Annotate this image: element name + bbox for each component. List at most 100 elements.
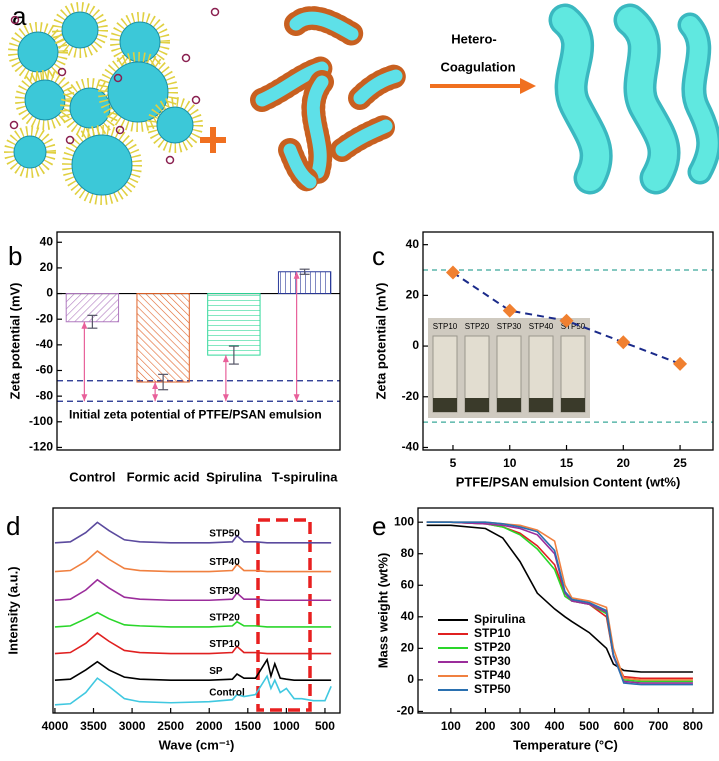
highlight-box <box>256 518 312 712</box>
legend-label: STP30 <box>474 654 511 668</box>
fiber <box>681 16 718 181</box>
marker <box>559 313 574 328</box>
arrow-head <box>520 78 536 94</box>
y-tick-label: -20 <box>402 389 420 403</box>
bar <box>207 293 261 356</box>
bar <box>277 271 332 295</box>
x-tick-label: 700 <box>648 719 668 733</box>
marker <box>616 335 631 350</box>
series-line <box>54 550 332 573</box>
particle <box>61 11 99 49</box>
inset-label: STP20 <box>465 322 490 331</box>
vial-sediment <box>465 398 489 412</box>
x-tick-label: 100 <box>441 719 461 733</box>
series-label: Control <box>209 687 245 698</box>
plot-frame <box>417 507 714 714</box>
panel-label: d <box>6 511 20 541</box>
legend-label: STP40 <box>474 668 511 682</box>
particle <box>69 87 111 129</box>
y-tick-label: 40 <box>401 609 415 623</box>
y-tick-label: 0 <box>46 286 53 300</box>
x-tick-label: 25 <box>673 456 687 470</box>
y-tick-label: -80 <box>36 388 54 402</box>
y-tick-label: 60 <box>401 577 415 591</box>
series-line <box>426 521 693 681</box>
arrow-head <box>293 271 300 279</box>
x-tick-label: 10 <box>503 456 517 470</box>
error-bar <box>228 345 239 365</box>
molecule <box>57 67 67 77</box>
worm <box>283 143 317 189</box>
y-tick-label: 100 <box>394 514 414 528</box>
arrow-head <box>222 355 229 363</box>
inset-label: STP10 <box>433 322 458 331</box>
x-tick-label: 500 <box>315 719 335 733</box>
molecule <box>210 7 220 17</box>
arrow-head <box>152 394 159 402</box>
particle-spikes <box>52 2 108 58</box>
worm <box>255 61 329 107</box>
x-axis-title: Temperature (°C) <box>513 737 618 752</box>
y-tick-label: -100 <box>29 414 53 428</box>
legend-label: Spirulina <box>474 612 526 626</box>
molecule <box>115 125 125 135</box>
x-axis-title: Wave (cm⁻¹) <box>159 737 235 752</box>
arrow-text: Hetero- <box>451 31 497 46</box>
y-tick-label: -20 <box>36 311 54 325</box>
inset-label: STP50 <box>561 322 586 331</box>
x-axis-title: PTFE/PSAN emulsion Content (wt%) <box>456 474 681 489</box>
arrow-head <box>293 394 300 402</box>
series-line <box>426 521 693 686</box>
y-tick-label: 0 <box>412 338 419 352</box>
y-tick-label: 40 <box>40 234 54 248</box>
x-tick-label: Formic acid <box>127 469 200 484</box>
x-tick-label: 5 <box>450 456 457 470</box>
plot-frame <box>422 231 714 451</box>
x-tick-label: Control <box>69 469 115 484</box>
plot-frame <box>52 507 341 714</box>
series-line <box>54 521 332 544</box>
x-tick-label: 1500 <box>234 719 261 733</box>
x-tick-label: 3000 <box>119 719 146 733</box>
y-tick-label: 40 <box>406 237 420 251</box>
bar <box>136 293 190 383</box>
particle-spikes <box>147 97 203 153</box>
marker <box>673 356 688 371</box>
molecule <box>10 15 20 25</box>
series-line <box>54 674 332 706</box>
vial-sediment <box>497 398 521 412</box>
series-label: STP40 <box>209 557 240 568</box>
series-label: STP30 <box>209 586 240 597</box>
arrow-head <box>222 394 229 402</box>
x-tick-label: 3500 <box>80 719 107 733</box>
y-tick-label: 20 <box>401 641 415 655</box>
particle <box>71 134 133 196</box>
legend-label: STP20 <box>474 640 511 654</box>
legend-label: STP50 <box>474 682 511 696</box>
particle <box>107 61 169 123</box>
particle-spikes <box>110 12 170 72</box>
molecule <box>191 95 201 105</box>
x-tick-label: 2500 <box>157 719 184 733</box>
y-tick-label: -40 <box>36 337 54 351</box>
x-tick-label: 800 <box>683 719 703 733</box>
marker <box>445 265 460 280</box>
x-tick-label: 2000 <box>196 719 223 733</box>
y-tick-label: -20 <box>397 704 415 718</box>
vial-sediment <box>561 398 585 412</box>
y-tick-label: -40 <box>402 440 420 454</box>
particle-spikes <box>62 125 142 205</box>
molecule <box>65 135 75 145</box>
series-line <box>54 611 332 628</box>
marker <box>502 303 517 318</box>
y-axis-title: Zeta potential (mV) <box>7 282 22 399</box>
series-line <box>426 524 693 673</box>
series-line <box>426 521 693 683</box>
x-tick-label: 600 <box>614 719 634 733</box>
y-axis-title: Mass weight (wt%) <box>375 553 390 669</box>
y-tick-label: 0 <box>407 672 414 686</box>
vial-sediment <box>529 398 553 412</box>
x-tick-label: 500 <box>579 719 599 733</box>
x-tick-label: 20 <box>617 456 631 470</box>
